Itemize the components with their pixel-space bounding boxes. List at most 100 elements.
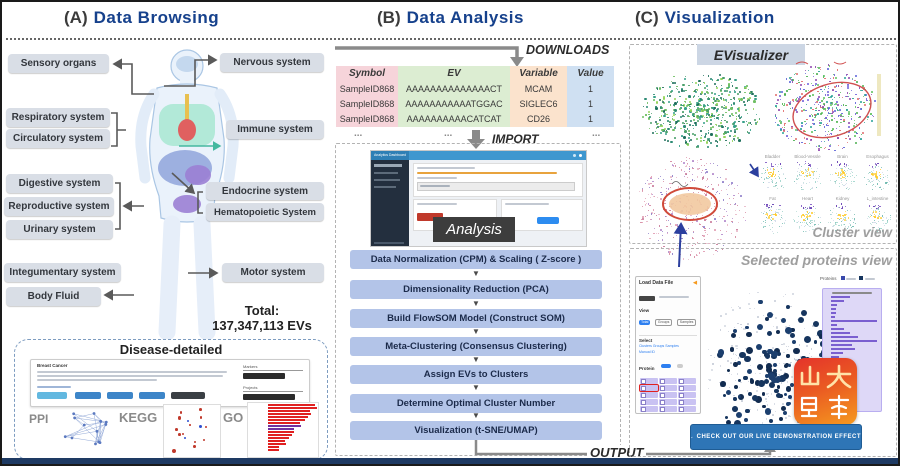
markers-select[interactable] [243, 373, 285, 379]
protein-checkbox[interactable] [658, 384, 677, 391]
panel-c-prefix: (C) [635, 8, 659, 27]
protein-checkbox[interactable] [677, 412, 696, 413]
samples-link[interactable]: Samples [665, 344, 679, 348]
down-arrow-icon: ▼ [472, 355, 480, 364]
downloads-label: DOWNLOADS [526, 43, 610, 57]
explore-button-3[interactable] [107, 392, 133, 399]
step-optimal-cluster: Determine Optimal Cluster Number [350, 394, 602, 413]
protein-checkbox[interactable] [638, 383, 659, 392]
mini-plot-kidney: Kidney [826, 196, 859, 236]
protein-checkbox[interactable] [677, 384, 696, 391]
protein-checkbox[interactable] [677, 398, 696, 405]
protein-checkbox[interactable] [658, 377, 677, 384]
manual-id-link[interactable]: Manual ID [639, 350, 655, 354]
label-body-fluid: Body Fluid [6, 287, 101, 306]
sidebar-menu-item[interactable] [374, 186, 396, 188]
tissue-mini-grid: Bladder Blood-Vessle Brain Esophagus Fat… [756, 154, 896, 238]
protein-checkbox[interactable] [658, 398, 677, 405]
sidebar-menu-item[interactable] [374, 164, 402, 167]
projects-label: Projects [243, 385, 258, 390]
topbar-dot-icon[interactable] [573, 154, 576, 157]
analytics-dashboard-screenshot: Analytics Dashboard Analysi [370, 150, 587, 247]
select-links: Clusters Groups Samples [639, 344, 697, 348]
topbar-dot-icon[interactable] [579, 154, 582, 157]
sidebar-menu-item[interactable] [374, 172, 398, 174]
view-total-button[interactable]: Total [639, 320, 651, 326]
mini-label: Blood-Vessle [794, 154, 821, 159]
protein-checkbox[interactable] [658, 405, 677, 412]
selected-proteins-view-label: Selected proteins view [741, 252, 892, 268]
label-sensory-organs: Sensory organs [8, 54, 109, 73]
dashboard-input[interactable] [417, 182, 575, 191]
protein-checkbox[interactable] [677, 391, 696, 398]
clusters-link[interactable]: Clusters [639, 344, 652, 348]
load-data-file-label: Load Data File ◀ [639, 280, 697, 286]
protein-checkbox[interactable] [658, 391, 677, 398]
legend-swatch-1 [840, 276, 845, 280]
browse-button[interactable] [639, 296, 655, 301]
selected-proteins-dashed-box [629, 248, 897, 457]
panel-c-title: (C) Visualization [635, 8, 775, 28]
cell: 1 [567, 97, 614, 112]
label-reproductive-system: Reproductive system [4, 197, 114, 216]
panel-c-title-text: Visualization [664, 8, 775, 27]
view-label: View [639, 308, 650, 313]
projects-select[interactable] [243, 394, 295, 400]
kegg-dot-plot [163, 404, 221, 458]
protein-checkbox[interactable] [639, 398, 658, 405]
protein-checkbox[interactable] [639, 391, 658, 398]
down-arrow-icon: ▼ [472, 411, 480, 420]
protein-checkbox[interactable] [677, 377, 696, 384]
protein-checkbox[interactable] [677, 405, 696, 412]
protein-checkbox[interactable] [658, 412, 677, 413]
panel-a-title-text: Data Browsing [93, 8, 220, 27]
panel-b-title: (B) Data Analysis [377, 8, 524, 28]
label-respiratory-system: Respiratory system [6, 108, 110, 127]
step-meta-clustering: Meta-Clustering (Consensus Clustering) [350, 337, 602, 356]
step-visualization: Visualization (t-SNE/UMAP) [350, 421, 602, 440]
live-demo-button[interactable]: CHECK OUT OUR LIVE DEMONSTRATION EFFECT [690, 424, 862, 450]
mini-plot-fat: Fat [756, 196, 789, 236]
collapse-icon[interactable]: ◀ [693, 280, 697, 286]
cell: SIGLEC6 [510, 97, 567, 112]
disease-detailed-box: Disease-detailed Breast Cancer Markers P… [14, 339, 328, 460]
protein-toggle[interactable] [660, 363, 671, 368]
heart-icon [178, 119, 196, 141]
handwriting-annotation [671, 181, 689, 187]
protein-checkbox[interactable] [639, 412, 658, 413]
dashboard-red-button[interactable] [417, 213, 443, 221]
view-groups-button[interactable]: Groups [654, 319, 673, 327]
tsne-plot-multicolor [768, 58, 880, 154]
label-hematopoietic-system: Hematopoietic System [206, 203, 324, 221]
col-value: Value [567, 66, 614, 82]
protein-checkbox[interactable] [639, 405, 658, 412]
view-samples-button[interactable]: Samples [676, 319, 697, 327]
panel-b-title-text: Data Analysis [406, 8, 524, 27]
analysis-overlay-label: Analysis [433, 217, 515, 242]
step-normalization: Data Normalization (CPM) & Scaling ( Z-s… [350, 250, 602, 269]
explore-button-1[interactable] [37, 392, 67, 399]
explore-button-2[interactable] [75, 392, 101, 399]
explore-button-4[interactable] [139, 392, 165, 399]
cell: CD26 [510, 112, 567, 127]
disease-detailed-title: Disease-detailed [119, 342, 223, 357]
tool-panel: Load Data File ◀ View Total Groups Sample… [635, 276, 701, 414]
protein-toggle-2[interactable] [677, 363, 684, 368]
cell: AAAAAAAAAACATCAT [398, 112, 510, 127]
cell: AAAAAAAAAAATGGAC [398, 97, 510, 112]
bottom-bar [2, 458, 898, 464]
protein-label: Protein [639, 366, 655, 371]
import-arrow [467, 130, 485, 149]
mini-plot-blood-vessle: Blood-Vessle [791, 154, 824, 194]
sidebar-menu-item[interactable] [374, 179, 400, 181]
protein-checkbox[interactable] [639, 377, 658, 384]
ellipsis: ... [444, 128, 453, 139]
dashboard-sidebar [371, 160, 409, 246]
col-symbol: Symbol [336, 66, 398, 82]
panel-a-arrows [103, 54, 222, 301]
ellipsis: ... [354, 128, 363, 139]
explore-button-5[interactable] [171, 392, 205, 399]
paper-plane-icon [691, 436, 693, 438]
groups-link[interactable]: Groups [652, 344, 665, 348]
dashboard-blue-button[interactable] [537, 217, 559, 224]
